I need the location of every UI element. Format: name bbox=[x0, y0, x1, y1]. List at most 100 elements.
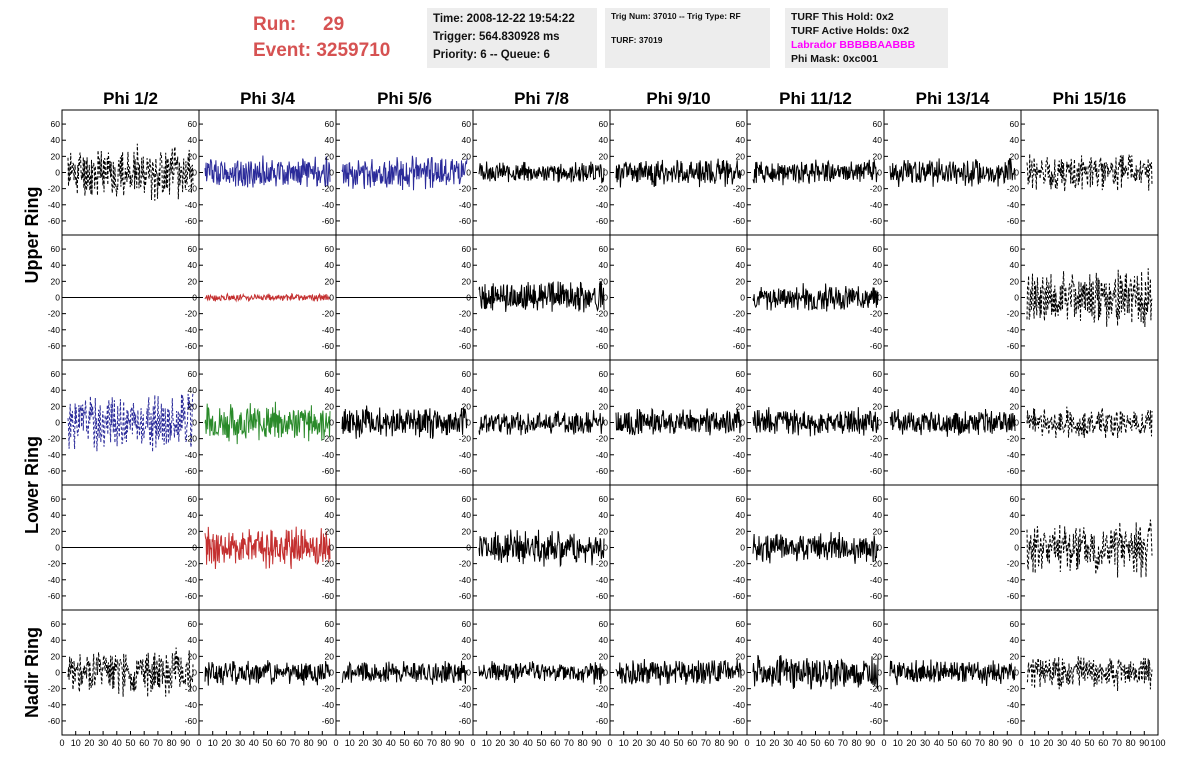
waveform-3-8 bbox=[1026, 406, 1153, 439]
y-tick-label: 60 bbox=[873, 494, 883, 504]
y-tick-label: -60 bbox=[733, 466, 746, 476]
y-tick-label: -20 bbox=[185, 184, 198, 194]
waveform-4-2 bbox=[204, 526, 331, 570]
x-tick-label: 70 bbox=[1112, 738, 1122, 748]
x-tick-label: 50 bbox=[1084, 738, 1094, 748]
y-tick-label: -60 bbox=[1007, 466, 1020, 476]
turf-info-box: TURF This Hold: 0x2 TURF Active Holds: 0… bbox=[785, 8, 948, 68]
y-tick-label: -20 bbox=[870, 559, 883, 569]
x-tick-label: 40 bbox=[660, 738, 670, 748]
waveform-1-3 bbox=[341, 155, 468, 191]
y-tick-label: 60 bbox=[1010, 119, 1020, 129]
y-tick-label: 20 bbox=[462, 276, 472, 286]
y-tick-label: 0 bbox=[877, 168, 882, 178]
y-tick-label: -20 bbox=[322, 309, 335, 319]
panel-frame bbox=[883, 484, 1022, 611]
y-tick-label: -40 bbox=[185, 450, 198, 460]
y-tick-label: -40 bbox=[733, 700, 746, 710]
x-tick-label: 0 bbox=[1018, 738, 1023, 748]
y-tick-label: -20 bbox=[733, 684, 746, 694]
y-tick-label: 60 bbox=[188, 244, 198, 254]
column-header-6: Phi 11/12 bbox=[779, 89, 852, 108]
y-tick-label: 60 bbox=[462, 494, 472, 504]
y-tick-label: 20 bbox=[873, 651, 883, 661]
y-tick-label: 60 bbox=[462, 369, 472, 379]
y-tick-label: -60 bbox=[870, 591, 883, 601]
waveform-5-6 bbox=[752, 654, 879, 690]
x-tick-label: 30 bbox=[235, 738, 245, 748]
y-tick-label: -20 bbox=[459, 684, 472, 694]
y-tick-label: 60 bbox=[1010, 369, 1020, 379]
y-tick-label: -40 bbox=[733, 325, 746, 335]
y-tick-label: -60 bbox=[48, 216, 61, 226]
y-tick-label: 40 bbox=[599, 135, 609, 145]
y-tick-label: 60 bbox=[325, 244, 335, 254]
y-tick-label: 20 bbox=[736, 526, 746, 536]
x-tick-label: 50 bbox=[536, 738, 546, 748]
time-info-box: Time: 2008-12-22 19:54:22 Trigger: 564.8… bbox=[427, 8, 597, 68]
y-tick-label: 40 bbox=[188, 635, 198, 645]
waveform-5-3 bbox=[341, 660, 468, 685]
y-tick-label: -20 bbox=[1007, 309, 1020, 319]
time-text: Time: 2008-12-22 19:54:22 bbox=[433, 13, 575, 25]
x-tick-label: 20 bbox=[632, 738, 642, 748]
waveform-3-1 bbox=[67, 393, 194, 453]
y-tick-label: -20 bbox=[596, 434, 609, 444]
y-tick-label: 20 bbox=[51, 276, 61, 286]
y-tick-label: 20 bbox=[599, 651, 609, 661]
x-tick-label: 30 bbox=[646, 738, 656, 748]
y-tick-label: -40 bbox=[1007, 575, 1020, 585]
trig-num-text: Trig Num: 37010 -- Trig Type: RF bbox=[611, 11, 741, 21]
y-tick-label: -20 bbox=[48, 684, 61, 694]
x-tick-label: 40 bbox=[112, 738, 122, 748]
y-tick-label: 60 bbox=[736, 494, 746, 504]
trigger-info-box: Trig Num: 37010 -- Trig Type: RF TURF: 3… bbox=[605, 8, 770, 68]
y-tick-label: 20 bbox=[1010, 276, 1020, 286]
labrador-text: Labrador BBBBBAABBB bbox=[791, 39, 916, 51]
y-tick-label: 60 bbox=[188, 619, 198, 629]
waveform-5-4 bbox=[478, 661, 605, 685]
y-tick-label: -40 bbox=[185, 575, 198, 585]
x-tick-label: 30 bbox=[783, 738, 793, 748]
y-tick-label: 20 bbox=[1010, 651, 1020, 661]
y-tick-label: 20 bbox=[736, 401, 746, 411]
y-tick-label: 40 bbox=[1010, 635, 1020, 645]
y-tick-label: 40 bbox=[188, 385, 198, 395]
x-tick-label: 80 bbox=[1126, 738, 1136, 748]
y-tick-label: -60 bbox=[459, 591, 472, 601]
y-tick-label: 40 bbox=[325, 385, 335, 395]
y-tick-label: 0 bbox=[55, 168, 60, 178]
x-tick-label: 40 bbox=[934, 738, 944, 748]
y-tick-label: 60 bbox=[325, 119, 335, 129]
y-tick-label: -60 bbox=[185, 716, 198, 726]
waveform-5-7 bbox=[889, 659, 1016, 687]
y-tick-label: -20 bbox=[733, 184, 746, 194]
y-tick-label: 60 bbox=[736, 119, 746, 129]
x-tick-label: 70 bbox=[153, 738, 163, 748]
x-tick-label: 20 bbox=[358, 738, 368, 748]
event-label: Event: bbox=[253, 40, 312, 61]
y-tick-label: -20 bbox=[185, 434, 198, 444]
trigger-text: Trigger: 564.830928 ms bbox=[433, 31, 560, 43]
y-tick-label: 20 bbox=[599, 401, 609, 411]
y-tick-label: 0 bbox=[877, 668, 882, 678]
y-tick-label: -60 bbox=[459, 716, 472, 726]
y-tick-label: -20 bbox=[322, 184, 335, 194]
x-tick-label: 80 bbox=[167, 738, 177, 748]
y-tick-label: -40 bbox=[459, 575, 472, 585]
y-tick-label: -60 bbox=[733, 341, 746, 351]
waveform-3-2 bbox=[204, 401, 331, 445]
x-tick-label: 70 bbox=[564, 738, 574, 748]
y-tick-label: 60 bbox=[462, 619, 472, 629]
y-tick-label: 60 bbox=[462, 119, 472, 129]
y-tick-label: 40 bbox=[462, 135, 472, 145]
y-tick-label: -60 bbox=[185, 341, 198, 351]
y-tick-label: -40 bbox=[596, 325, 609, 335]
y-tick-label: 40 bbox=[873, 635, 883, 645]
y-tick-label: 40 bbox=[736, 260, 746, 270]
y-tick-label: 60 bbox=[599, 244, 609, 254]
waveform-3-3 bbox=[341, 405, 468, 439]
waveform-3-5 bbox=[615, 407, 742, 436]
y-tick-label: -60 bbox=[733, 716, 746, 726]
